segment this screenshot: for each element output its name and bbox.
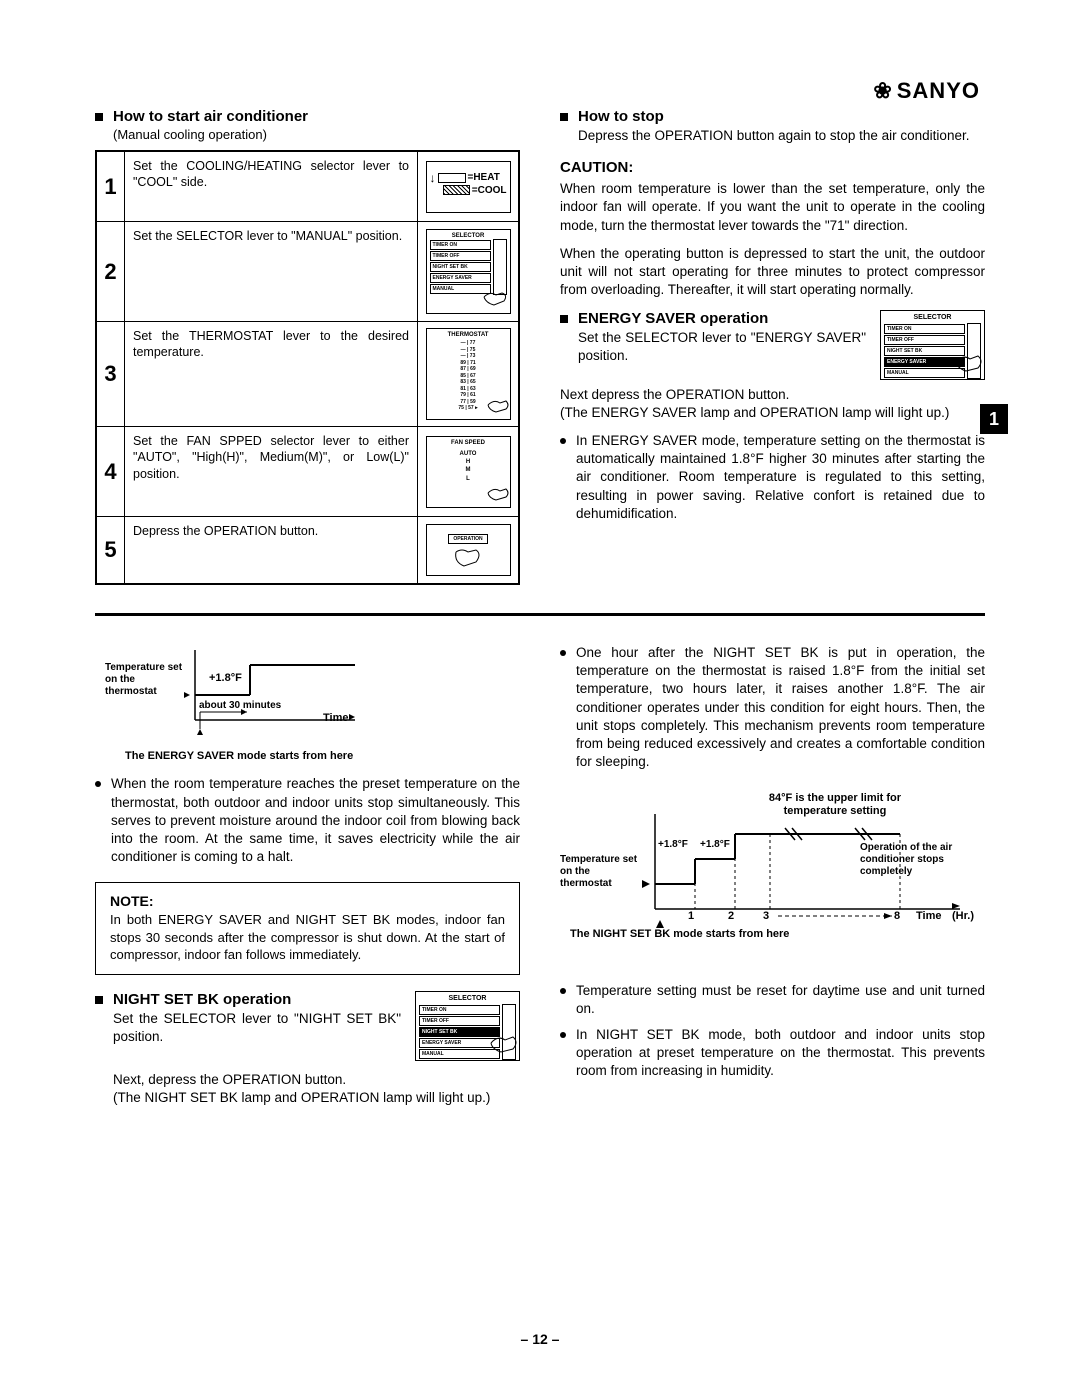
lower-right-column: One hour after the NIGHT SET BK is put i… bbox=[560, 636, 985, 1117]
stop-title: How to stop bbox=[578, 108, 664, 125]
stop-heading: How to stop bbox=[560, 108, 985, 125]
night-title: NIGHT SET BK operation bbox=[113, 991, 291, 1008]
step-row-4: 4 Set the FAN SPPED selector lever to ei… bbox=[97, 427, 518, 517]
hand-icon bbox=[954, 349, 986, 375]
start-heading: How to start air conditioner bbox=[95, 108, 520, 125]
caution-title: CAUTION: bbox=[560, 159, 985, 176]
energy-bullet-1: In ENERGY SAVER mode, temperature settin… bbox=[560, 432, 985, 523]
night-p3: (The NIGHT SET BK lamp and OPERATION lam… bbox=[113, 1089, 520, 1107]
energy-title: ENERGY SAVER operation bbox=[578, 310, 768, 327]
step-text: Depress the OPERATION button. bbox=[125, 517, 418, 583]
step-number: 5 bbox=[97, 517, 125, 583]
energy-p1: Set the SELECTOR lever to "ENERGY SAVER"… bbox=[578, 329, 866, 365]
night-set-block: NIGHT SET BK operation Set the SELECTOR … bbox=[95, 991, 520, 1061]
night-p2: Next, depress the OPERATION button. bbox=[113, 1071, 520, 1089]
section-divider bbox=[95, 613, 985, 616]
step-text: Set the THERMOSTAT lever to the desired … bbox=[125, 322, 418, 426]
brand-icon: ❀ bbox=[873, 78, 892, 104]
dot-bullet-icon bbox=[560, 650, 566, 656]
step-number: 2 bbox=[97, 222, 125, 321]
note-body: In both ENERGY SAVER and NIGHT SET BK mo… bbox=[110, 911, 505, 964]
page-tab-marker: 1 bbox=[980, 404, 1008, 434]
caution-p1: When room temperature is lower than the … bbox=[560, 180, 985, 235]
square-bullet-icon bbox=[95, 996, 103, 1004]
lower-left-bullet: When the room temperature reaches the pr… bbox=[95, 775, 520, 866]
lower-right-b1-text: One hour after the NIGHT SET BK is put i… bbox=[576, 644, 985, 772]
hand-icon bbox=[486, 483, 511, 503]
hand-icon bbox=[448, 546, 488, 570]
night-p1: Set the SELECTOR lever to "NIGHT SET BK"… bbox=[113, 1010, 401, 1046]
stop-body: Depress the OPERATION button again to st… bbox=[578, 127, 985, 145]
step-number: 4 bbox=[97, 427, 125, 516]
step-text: Set the COOLING/HEATING selector lever t… bbox=[125, 152, 418, 221]
energy-p2: Next depress the OPERATION button. bbox=[560, 386, 985, 404]
upper-columns: How to start air conditioner (Manual coo… bbox=[95, 108, 985, 585]
step-row-2: 2 Set the SELECTOR lever to "MANUAL" pos… bbox=[97, 222, 518, 322]
energy-b1-text: In ENERGY SAVER mode, temperature settin… bbox=[576, 432, 985, 523]
page-number: – 12 – bbox=[521, 1331, 560, 1347]
note-title: NOTE: bbox=[110, 893, 505, 909]
brand-text: SANYO bbox=[897, 78, 980, 104]
lower-right-b1: One hour after the NIGHT SET BK is put i… bbox=[560, 644, 985, 772]
lower-right-b2-text: Temperature setting must be reset for da… bbox=[576, 982, 985, 1018]
energy-saver-graph: Temperature set on the thermostat +1.8°F… bbox=[105, 640, 365, 745]
dot-bullet-icon bbox=[560, 438, 566, 444]
step-number: 3 bbox=[97, 322, 125, 426]
lower-right-b3: In NIGHT SET BK mode, both outdoor and i… bbox=[560, 1026, 985, 1081]
start-title: How to start air conditioner bbox=[113, 108, 308, 125]
dot-bullet-icon bbox=[560, 988, 566, 994]
selector-diagram: SELECTOR TIMER ON TIMER OFF NIGHT SET BK… bbox=[415, 991, 520, 1061]
step-number: 1 bbox=[97, 152, 125, 221]
night-heading: NIGHT SET BK operation bbox=[95, 991, 401, 1008]
square-bullet-icon bbox=[560, 113, 568, 121]
brand-logo: ❀ SANYO bbox=[873, 78, 980, 104]
night-set-graph: 84°F is the upper limit for temperature … bbox=[560, 784, 985, 944]
lower-left-bullet-text: When the room temperature reaches the pr… bbox=[111, 775, 520, 866]
start-subtitle: (Manual cooling operation) bbox=[113, 127, 520, 142]
note-box: NOTE: In both ENERGY SAVER and NIGHT SET… bbox=[95, 882, 520, 975]
step-text: Set the FAN SPPED selector lever to eith… bbox=[125, 427, 418, 516]
energy-saver-block: ENERGY SAVER operation Set the SELECTOR … bbox=[560, 310, 985, 380]
hand-icon bbox=[482, 285, 511, 309]
step-diagram: OPERATION bbox=[418, 517, 518, 583]
square-bullet-icon bbox=[95, 113, 103, 121]
step-diagram: ↓ =HEAT =COOL bbox=[418, 152, 518, 221]
step-row-3: 3 Set the THERMOSTAT lever to the desire… bbox=[97, 322, 518, 427]
square-bullet-icon bbox=[560, 315, 568, 323]
lower-columns: Temperature set on the thermostat +1.8°F… bbox=[95, 636, 985, 1117]
energy-heading: ENERGY SAVER operation bbox=[560, 310, 866, 327]
step-diagram: SELECTOR TIMER ON TIMER OFF NIGHT SET BK… bbox=[418, 222, 518, 321]
step-row-1: 1 Set the COOLING/HEATING selector lever… bbox=[97, 152, 518, 222]
caution-p2: When the operating button is depressed t… bbox=[560, 245, 985, 300]
right-column: How to stop Depress the OPERATION button… bbox=[560, 108, 985, 585]
lower-right-b2: Temperature setting must be reset for da… bbox=[560, 982, 985, 1018]
hand-icon bbox=[489, 1030, 521, 1056]
selector-diagram: SELECTOR TIMER ON TIMER OFF NIGHT SET BK… bbox=[880, 310, 985, 380]
lower-left-column: Temperature set on the thermostat +1.8°F… bbox=[95, 636, 520, 1117]
lower-right-b3-text: In NIGHT SET BK mode, both outdoor and i… bbox=[576, 1026, 985, 1081]
hand-icon bbox=[486, 395, 511, 415]
energy-graph-caption: The ENERGY SAVER mode starts from here bbox=[125, 749, 520, 763]
steps-table: 1 Set the COOLING/HEATING selector lever… bbox=[95, 150, 520, 585]
left-column: How to start air conditioner (Manual coo… bbox=[95, 108, 520, 585]
step-text: Set the SELECTOR lever to "MANUAL" posit… bbox=[125, 222, 418, 321]
step-diagram: THERMOSTAT — | 77— | 75— | 7389 | 7187 |… bbox=[418, 322, 518, 426]
dot-bullet-icon bbox=[95, 781, 101, 787]
step-diagram: FAN SPEED AUTOHML bbox=[418, 427, 518, 516]
dot-bullet-icon bbox=[560, 1032, 566, 1038]
step-row-5: 5 Depress the OPERATION button. OPERATIO… bbox=[97, 517, 518, 583]
energy-p3: (The ENERGY SAVER lamp and OPERATION lam… bbox=[560, 404, 985, 422]
